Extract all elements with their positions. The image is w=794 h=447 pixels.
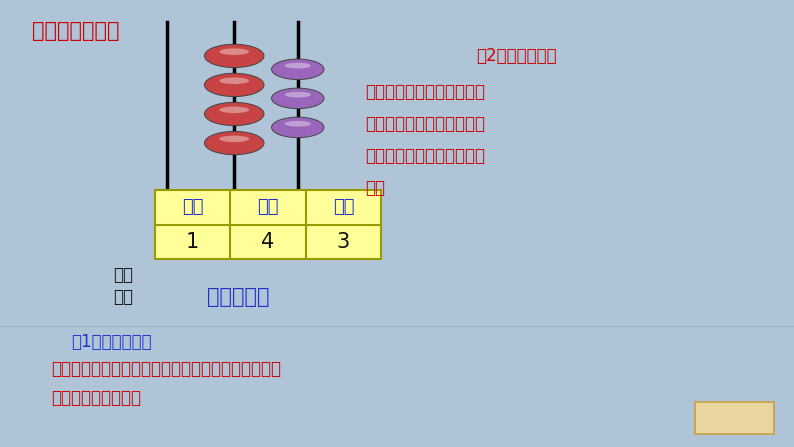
- Text: 二、读数、写数: 二、读数、写数: [32, 21, 119, 41]
- Ellipse shape: [219, 135, 249, 142]
- Text: 十位: 十位: [257, 198, 279, 216]
- Ellipse shape: [204, 102, 264, 126]
- Text: 读法: 读法: [113, 288, 133, 306]
- Ellipse shape: [204, 131, 264, 155]
- Ellipse shape: [284, 121, 311, 127]
- Text: （2）如何读法？: （2）如何读法？: [476, 47, 557, 65]
- Text: 个位: 个位: [333, 198, 354, 216]
- Text: 写法: 写法: [113, 266, 133, 284]
- Ellipse shape: [284, 63, 311, 68]
- Ellipse shape: [284, 92, 311, 97]
- Bar: [695, 402, 774, 434]
- Text: （1）如何写法？: （1）如何写法？: [71, 333, 152, 351]
- Text: 3: 3: [337, 232, 350, 252]
- Text: 几。: 几。: [365, 179, 385, 197]
- Bar: [155, 190, 381, 259]
- Text: 写数时，从高位写起，有几个十就在十位写几，有几: 写数时，从高位写起，有几个十就在十位写几，有几: [52, 360, 282, 378]
- Ellipse shape: [272, 117, 324, 138]
- Ellipse shape: [219, 48, 249, 55]
- Ellipse shape: [204, 44, 264, 67]
- Ellipse shape: [219, 106, 249, 113]
- Ellipse shape: [272, 88, 324, 109]
- Ellipse shape: [272, 59, 324, 80]
- Text: 读数时，从高位起，百位上: 读数时，从高位起，百位上: [365, 83, 485, 101]
- Text: 百位: 百位: [182, 198, 203, 216]
- Ellipse shape: [219, 77, 249, 84]
- Ellipse shape: [204, 73, 264, 97]
- Text: 就读几十，个位上是几就读: 就读几十，个位上是几就读: [365, 147, 485, 165]
- Text: 是几就读几百，十位上是几: 是几就读几百，十位上是几: [365, 115, 485, 133]
- Text: 4: 4: [261, 232, 275, 252]
- Text: 1: 1: [186, 232, 199, 252]
- Text: 个一就在个位写几。: 个一就在个位写几。: [52, 389, 141, 407]
- Text: 一百四十三: 一百四十三: [207, 287, 269, 307]
